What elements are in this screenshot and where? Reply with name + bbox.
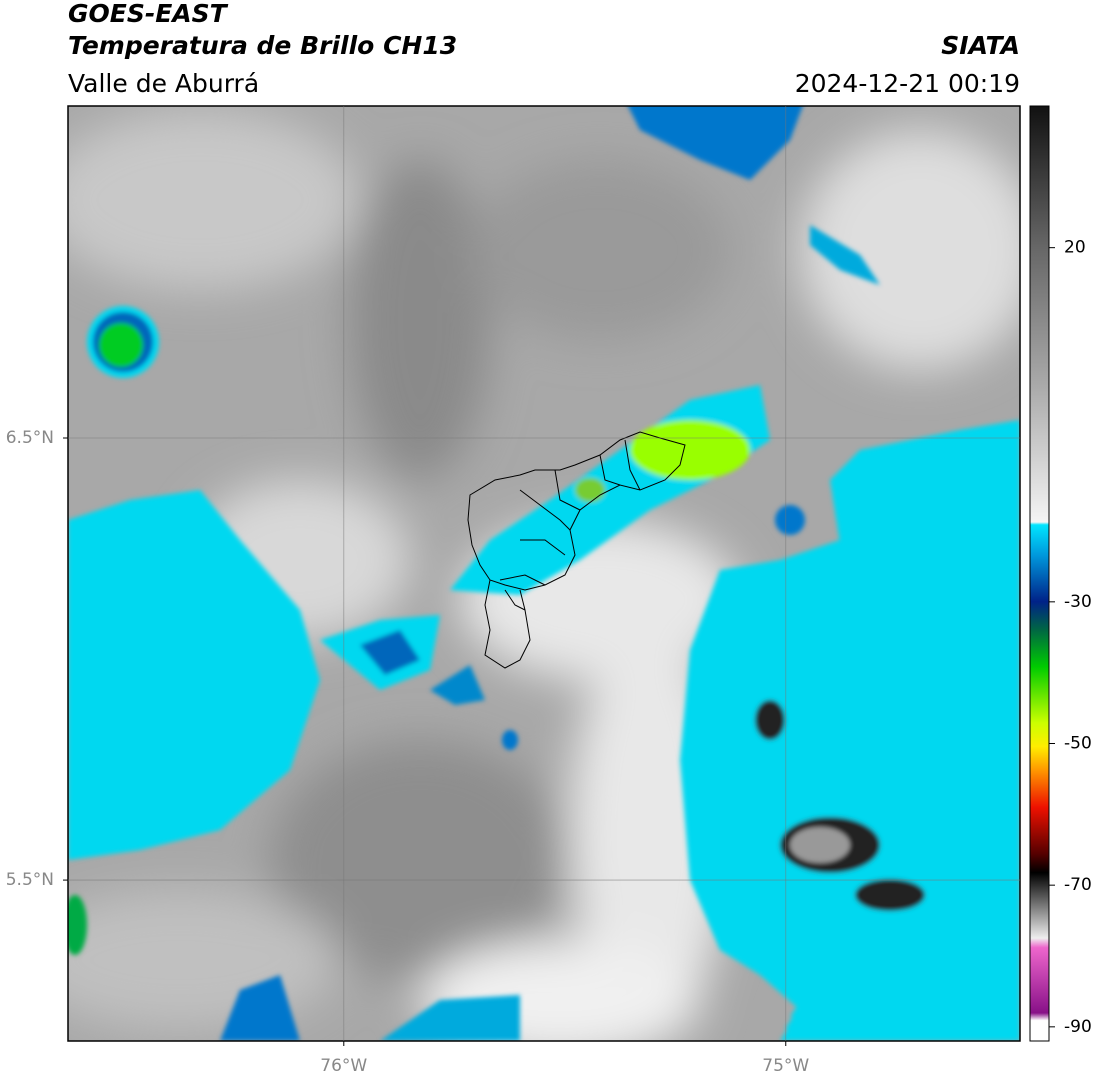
subtitle: Temperatura de Brillo CH13 (68, 31, 457, 60)
satellite-image (68, 106, 1020, 1041)
x-tick-label: 76°W (320, 1056, 367, 1076)
map-frame (67, 105, 1021, 1042)
colorbar-tick-label: -50 (1064, 734, 1092, 754)
source: SIATA (941, 31, 1020, 60)
y-tick-label: 5.5°N (6, 870, 54, 890)
title: GOES-EAST (68, 0, 229, 28)
colorbar-tick-label: -90 (1064, 1017, 1092, 1037)
colorbar-tick-label: 20 (1064, 238, 1086, 258)
colorbar-tick-label: -70 (1064, 875, 1092, 895)
colorbar-tick-label: -30 (1064, 592, 1092, 612)
colorbar (1029, 105, 1050, 1042)
graticule (68, 106, 1020, 1041)
y-tick-label: 6.5°N (6, 428, 54, 448)
region: Valle de Aburrá (68, 69, 259, 98)
timestamp: 2024-12-21 00:19 (795, 69, 1020, 98)
municipal-boundaries (467, 431, 686, 669)
x-tick-label: 75°W (762, 1056, 809, 1076)
